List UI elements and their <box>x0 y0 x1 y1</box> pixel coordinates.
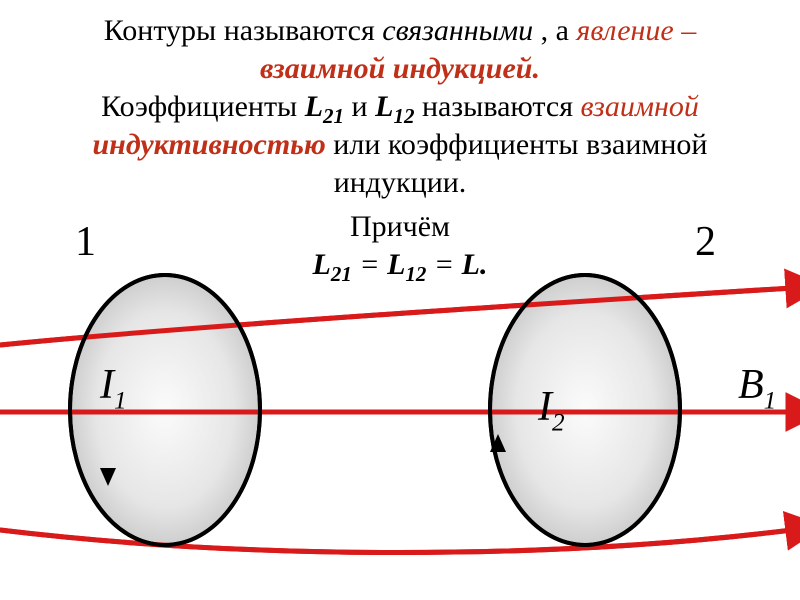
label-loop1-number: 1 <box>75 219 96 265</box>
label-loop2-number: 2 <box>695 219 716 265</box>
mutual-inductance-diagram: 1 2 I1 I2 B1 <box>0 0 800 600</box>
label-B1: B1 <box>738 362 776 415</box>
page-root: { "text": { "l1a": "Контуры называются "… <box>0 0 800 600</box>
